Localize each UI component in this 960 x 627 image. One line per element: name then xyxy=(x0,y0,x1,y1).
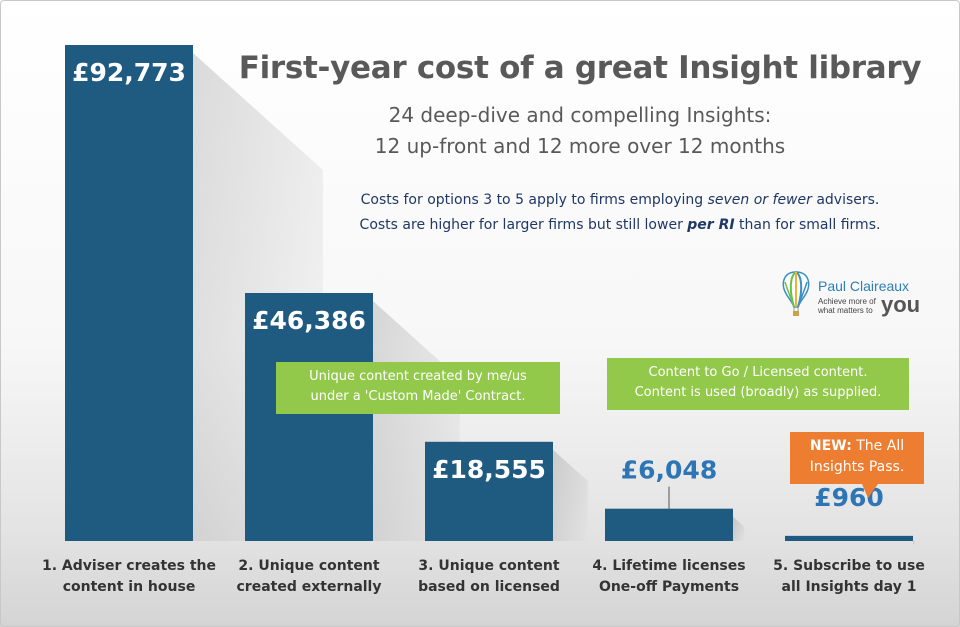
balloon-icon xyxy=(782,271,810,316)
category-label-5-line-1: 5. Subscribe to use xyxy=(773,558,925,574)
chart-title: First-year cost of a great Insight libra… xyxy=(238,50,922,86)
bar-1 xyxy=(65,45,193,541)
category-label-4: 4. Lifetime licenses One-off Payments xyxy=(582,556,757,598)
cost-note: Costs for options 3 to 5 apply to firms … xyxy=(300,188,940,238)
promo-callout-tail xyxy=(862,484,878,498)
bar-4 xyxy=(605,508,733,541)
callout-custom-made: Unique content created by me/us under a … xyxy=(276,362,560,414)
logo-name: Paul Claireaux xyxy=(818,278,910,294)
category-label-5-line-2: all Insights day 1 xyxy=(781,579,917,595)
subtitle-line-1: 24 deep-dive and compelling Insights: xyxy=(388,103,772,127)
note-line-1: Costs for options 3 to 5 apply to firms … xyxy=(360,192,880,208)
bar-5 xyxy=(785,535,913,541)
promo-line-2: Insights Pass. xyxy=(809,459,905,475)
category-label-2-line-1: 2. Unique content xyxy=(238,558,380,574)
bars xyxy=(65,45,913,541)
bar-shadow xyxy=(913,541,915,546)
callout-custom-line-1: Unique content created by me/us xyxy=(309,369,527,384)
callout-licensed-line-1: Content to Go / Licensed content. xyxy=(648,365,868,380)
chart-subtitle: 24 deep-dive and compelling Insights: 12… xyxy=(280,100,880,162)
subtitle-line-2: 12 up-front and 12 more over 12 months xyxy=(374,134,786,158)
category-label-4-line-2: One-off Payments xyxy=(598,579,740,595)
bar-3 xyxy=(425,441,553,541)
note-line-2: Costs are higher for larger firms but st… xyxy=(359,217,881,233)
category-label-1: 1. Adviser creates the content in house xyxy=(42,556,217,598)
category-label-2: 2. Unique content created externally xyxy=(222,556,397,598)
logo-you: you xyxy=(881,292,921,317)
logo-tagline-1: Achieve more of xyxy=(818,297,876,306)
callout-licensed-line-2: Content is used (broadly) as supplied. xyxy=(634,385,882,400)
value-label-2: £46,386 xyxy=(252,306,366,335)
value-label-4: £6,048 xyxy=(621,456,717,485)
category-label-1-line-1: 1. Adviser creates the xyxy=(41,558,216,574)
logo-tagline-2: what matters to xyxy=(818,306,873,315)
category-label-4-line-1: 4. Lifetime licenses xyxy=(592,558,746,574)
category-label-1-line-2: content in house xyxy=(62,579,196,595)
value-labels: £92,773£46,386£18,555 £6,048£960 xyxy=(72,58,884,512)
bar-shadow xyxy=(733,516,745,541)
callout-custom-line-2: under a 'Custom Made' Contract. xyxy=(310,389,526,404)
note-emphasis-2: per RI xyxy=(687,217,735,233)
promo-line-1: NEW: The All xyxy=(809,438,905,454)
value-label-1: £92,773 xyxy=(72,58,186,87)
category-label-3-line-2: based on licensed xyxy=(418,579,560,595)
note-emphasis-1: seven or fewer xyxy=(707,192,812,208)
value-label-3: £18,555 xyxy=(432,455,546,484)
category-label-2-line-2: created externally xyxy=(236,579,382,595)
bar-2 xyxy=(245,293,373,541)
bar-shadow xyxy=(553,449,588,541)
category-label-3: 3. Unique content based on licensed xyxy=(402,556,577,598)
paul-claireaux-logo: Paul Claireaux Achieve more of what matt… xyxy=(780,270,930,322)
category-label-3-line-1: 3. Unique content xyxy=(418,558,560,574)
promo-callout: NEW: The All Insights Pass. xyxy=(790,432,924,484)
callout-licensed: Content to Go / Licensed content. Conten… xyxy=(607,358,909,410)
category-label-5: 5. Subscribe to use all Insights day 1 xyxy=(762,556,937,598)
